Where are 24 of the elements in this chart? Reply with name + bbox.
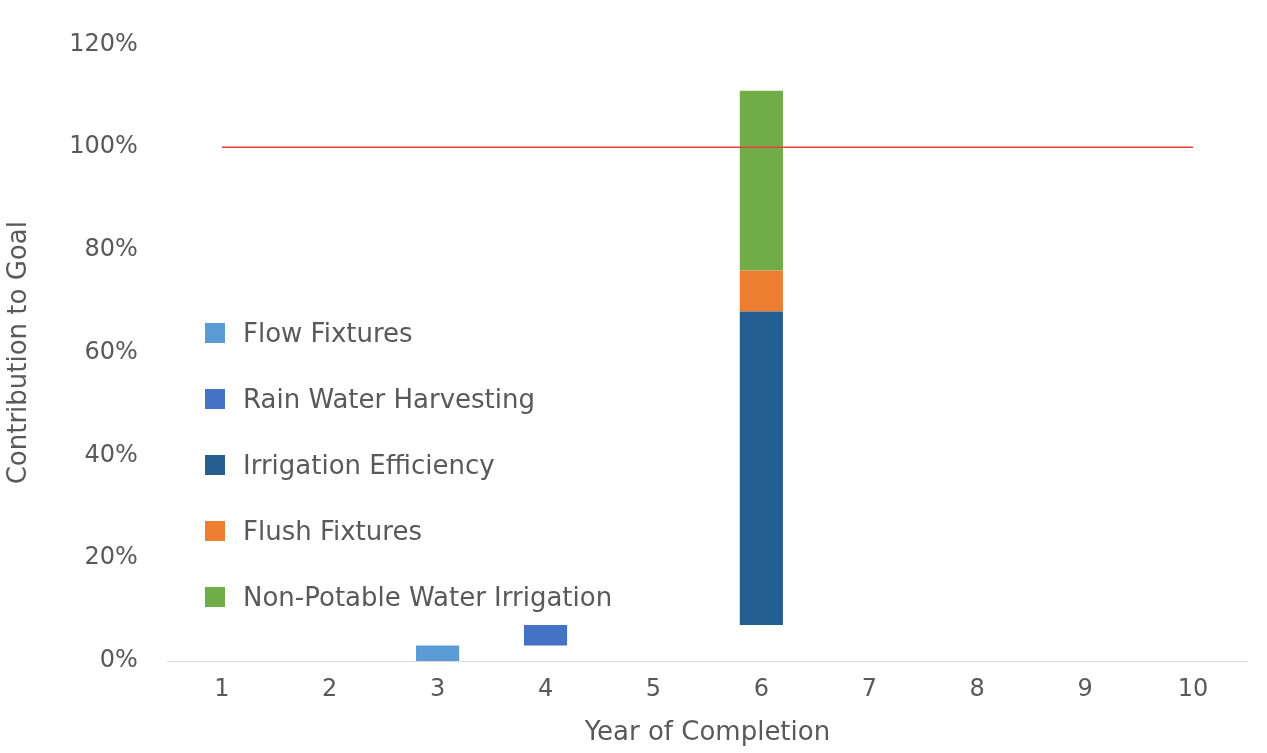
x-tick-label: 7	[861, 673, 877, 702]
x-axis-title: Year of Completion	[583, 716, 831, 747]
legend-label: Non-Potable Water Irrigation	[243, 582, 613, 612]
x-tick-label: 5	[645, 673, 662, 702]
x-tick-label: 2	[322, 673, 338, 702]
x-tick-label: 6	[753, 673, 770, 702]
legend-label: Irrigation Efficiency	[243, 450, 495, 480]
legend-label: Flush Fixtures	[243, 516, 422, 546]
x-tick-label: 4	[537, 673, 554, 702]
y-tick-label: 120%	[69, 28, 138, 57]
x-tick-label: 9	[1077, 673, 1093, 702]
y-tick-label: 0%	[99, 645, 138, 674]
y-tick-label: 60%	[84, 336, 138, 365]
y-tick-label: 40%	[84, 439, 138, 468]
x-tick-label: 3	[429, 673, 446, 702]
x-tick-label: 8	[969, 673, 985, 702]
y-axis-title: Contribution to Goal	[2, 221, 33, 485]
x-tick-label: 10	[1177, 673, 1209, 702]
x-tick-label: 1	[214, 673, 230, 702]
legend-label: Rain Water Harvesting	[243, 384, 536, 414]
y-tick-label: 100%	[69, 131, 138, 160]
y-tick-label: 80%	[84, 234, 138, 263]
legend-label: Flow Fixtures	[243, 318, 413, 348]
y-tick-label: 20%	[84, 542, 138, 571]
